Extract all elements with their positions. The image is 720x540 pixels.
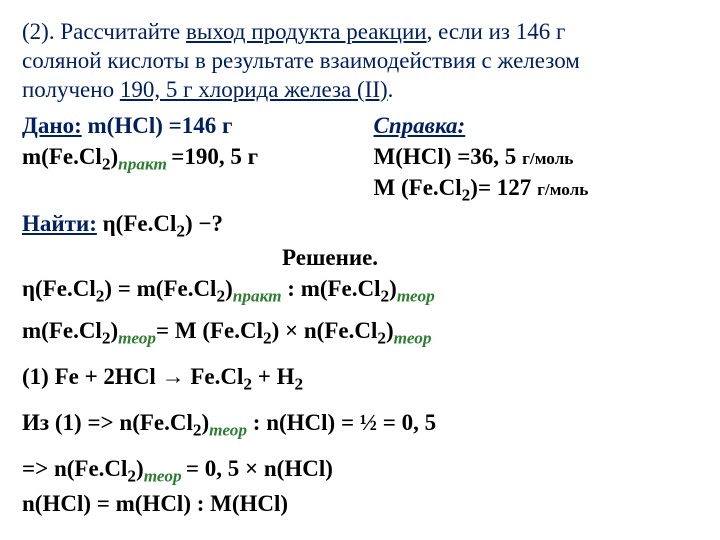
t: г/моль (522, 149, 573, 168)
problem-num: (2). (22, 19, 60, 44)
sol-line-5: => n(Fe.Cl2)теор = 0, 5 × n(HCl) (22, 455, 698, 487)
t: => n(Fe.Cl (22, 456, 127, 481)
t: практ (118, 155, 171, 174)
sol-line-1: η(Fe.Cl2) = m(Fe.Cl2)практ : m(Fe.Cl2)те… (22, 275, 698, 307)
t: получено (22, 77, 120, 102)
t: ) (110, 318, 118, 343)
given-ref-row: Дано: m(HCl) =146 г m(Fe.Cl2)практ =190,… (22, 110, 698, 208)
sol-line-6: n(HCl) = m(HCl) : M(HCl) (22, 490, 698, 519)
t: Рассчитайте (60, 19, 186, 44)
t: η(Fe.Cl (97, 211, 176, 236)
t: M (Fe.Cl (374, 175, 462, 200)
t: ) (136, 456, 144, 481)
t: m(Fe.Cl (22, 144, 102, 169)
t: m(Fe.Cl (22, 318, 102, 343)
t: ) −? (185, 211, 223, 236)
ref-label: Справка: (374, 113, 466, 138)
t: теор (118, 329, 156, 348)
solution-label: Решение. (22, 244, 698, 273)
t: теор (397, 286, 435, 305)
t: = 0, 5 × n(HCl) (186, 456, 333, 481)
sol-equation: (1) Fe + 2HCl → Fe.Cl2 + H2 (22, 363, 698, 395)
t: Из (1) => n(Fe.Cl (22, 410, 193, 435)
t: M(HCl) =36, 5 (374, 144, 523, 169)
t: теор (144, 467, 186, 486)
t: : n(HCl) = ½ = 0, 5 (247, 410, 436, 435)
t: )= 127 (470, 175, 537, 200)
t: ) = m(Fe.Cl (104, 276, 216, 301)
t: η(Fe.Cl (22, 276, 96, 301)
t: ) (110, 144, 118, 169)
t: теор (209, 421, 247, 440)
t: практ (233, 286, 282, 305)
t: теор (394, 329, 432, 348)
t: 190, 5 г хлорида железа (II) (120, 77, 388, 102)
t: г/моль (537, 180, 588, 199)
sol-line-4: Из (1) => n(Fe.Cl2)теор : n(HCl) = ½ = 0… (22, 409, 698, 441)
t: , если из 146 г (427, 19, 566, 44)
problem-statement: (2). Рассчитайте выход продукта реакции,… (22, 18, 698, 104)
t: ) × n(Fe.Cl (272, 318, 378, 343)
t: = M (Fe.Cl (156, 318, 263, 343)
sol-line-2: m(Fe.Cl2)теор= M (Fe.Cl2) × n(Fe.Cl2)тео… (22, 317, 698, 349)
t: : m(Fe.Cl (282, 276, 381, 301)
find-label: Найти: (22, 211, 97, 236)
given-block: Дано: m(HCl) =146 г m(Fe.Cl2)практ =190,… (22, 110, 374, 208)
find-row: Найти: η(Fe.Cl2) −? (22, 210, 698, 242)
t: (1) Fe + 2HCl → Fe.Cl (22, 364, 243, 389)
t: выход продукта реакции (186, 19, 427, 44)
ref-block: Справка: M(HCl) =36, 5 г/моль M (Fe.Cl2)… (374, 110, 698, 208)
t: =190, 5 г (171, 144, 258, 169)
t: ) (386, 318, 394, 343)
t: ) (389, 276, 397, 301)
t: + H (252, 364, 295, 389)
given-label: Дано: (22, 113, 82, 138)
t: соляной кислоты в результате взаимодейст… (22, 48, 580, 73)
t: . (388, 77, 394, 102)
t: ) (225, 276, 233, 301)
t: m(HCl) =146 г (82, 113, 233, 138)
